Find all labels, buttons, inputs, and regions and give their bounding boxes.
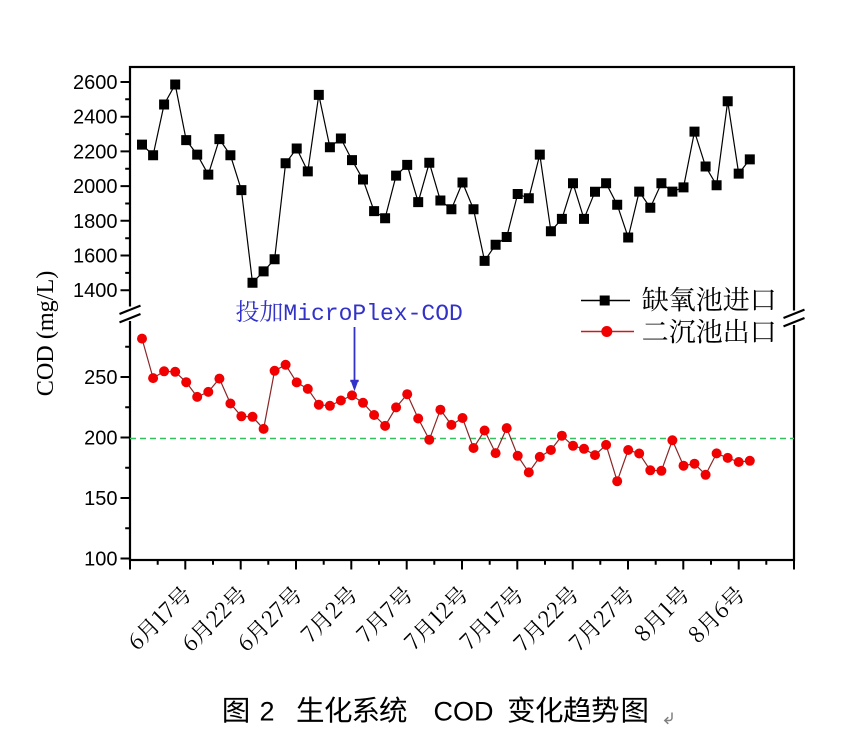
svg-text:2200: 2200: [73, 141, 118, 163]
svg-text:2600: 2600: [73, 72, 118, 94]
svg-text:100: 100: [84, 549, 117, 571]
svg-text:1400: 1400: [73, 280, 118, 302]
svg-text:150: 150: [84, 488, 117, 510]
svg-text:1800: 1800: [73, 211, 118, 233]
svg-text:250: 250: [84, 367, 117, 389]
svg-text:MicroPlex-COD: MicroPlex-COD: [283, 301, 462, 327]
svg-text:2: 2: [260, 697, 275, 727]
svg-text:2400: 2400: [73, 107, 118, 129]
svg-text:COD: COD: [434, 697, 494, 727]
svg-text:2000: 2000: [73, 176, 118, 198]
svg-text:1600: 1600: [73, 246, 118, 268]
svg-text:200: 200: [84, 428, 117, 450]
svg-text:COD (mg/L): COD (mg/L): [32, 271, 59, 397]
